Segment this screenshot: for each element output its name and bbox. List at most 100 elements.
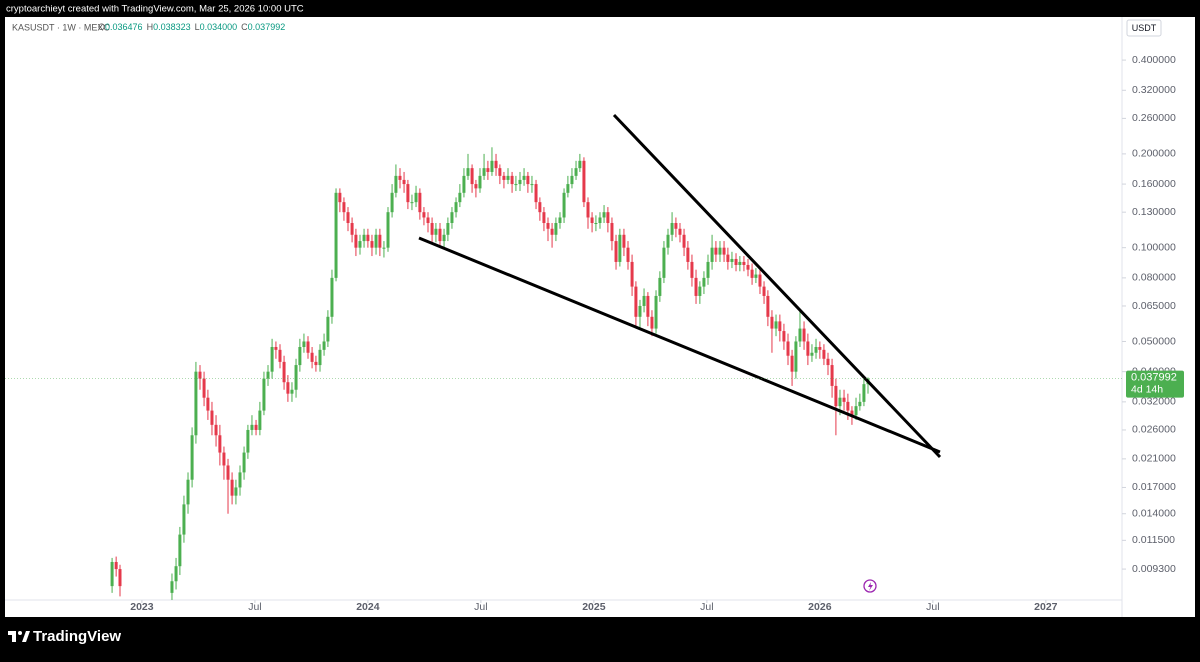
candle-body [206, 397, 210, 411]
candle-body [230, 479, 234, 496]
candle-body [738, 261, 742, 265]
candle-body [346, 212, 350, 224]
candle-body [418, 192, 422, 213]
candle-body [366, 234, 370, 242]
candle-body [490, 160, 494, 172]
candle-body [618, 234, 622, 262]
upper-trendline [612, 113, 942, 459]
y-tick-label: 0.320000 [1132, 84, 1176, 96]
candle-body [430, 223, 434, 235]
candle-body [578, 160, 582, 169]
candle-body [686, 247, 690, 262]
candle-body [238, 472, 242, 488]
candle-body [622, 234, 626, 248]
candle-body [782, 331, 786, 342]
candle-body [558, 217, 562, 224]
candle-body [358, 241, 362, 248]
candle-body [862, 384, 866, 402]
panel [5, 17, 1195, 617]
candle-body [386, 212, 390, 248]
y-tick-label: 0.130000 [1132, 206, 1176, 218]
ohlc-value: 0.037992 [248, 22, 286, 32]
candle-body [614, 241, 618, 262]
candle-body [390, 192, 394, 213]
candle-body [310, 352, 314, 362]
candle-body [474, 184, 478, 189]
candle-body [530, 184, 534, 186]
candle-body [854, 406, 858, 416]
candle-body [850, 410, 854, 416]
candle-body [178, 534, 182, 567]
x-tick-label: 2027 [1034, 601, 1058, 613]
candle-body [482, 168, 486, 176]
y-tick-label: 0.009300 [1132, 563, 1176, 575]
candle-body [550, 228, 554, 235]
candle-body [350, 223, 354, 235]
lower-trendline [418, 236, 941, 454]
candle-body [582, 160, 586, 203]
candle-body [318, 349, 322, 366]
candle-body [602, 212, 606, 218]
candle-body [370, 241, 374, 248]
candle-body [642, 295, 646, 306]
candle-body [314, 361, 318, 366]
candle-body [802, 328, 806, 342]
candle-body [822, 349, 826, 359]
candle-body [766, 295, 770, 317]
candle-body [554, 223, 558, 235]
candle-body [494, 160, 498, 169]
plot-area [110, 147, 870, 600]
candle-body [170, 581, 174, 593]
candle-body [438, 228, 442, 242]
candle-body [222, 452, 226, 466]
candle-body [118, 569, 122, 587]
logo [8, 631, 30, 642]
event-icon[interactable] [863, 579, 877, 593]
candle-body [606, 212, 610, 224]
candle-body [446, 223, 450, 235]
candle-body [286, 382, 290, 394]
y-tick-label: 0.014000 [1132, 508, 1176, 520]
candle-body [626, 247, 630, 262]
candle-body [634, 286, 638, 317]
candle-body [278, 349, 282, 362]
last-price-tag [1126, 370, 1184, 398]
candle-body [786, 341, 790, 356]
candle-body [586, 202, 590, 218]
candle-body [458, 192, 462, 203]
candle-body [814, 346, 818, 353]
candle-body [214, 424, 218, 436]
candle-body [334, 192, 338, 278]
candle-body [354, 234, 358, 248]
candle-body [258, 410, 262, 430]
candle-body [510, 175, 514, 185]
candle-body [534, 184, 538, 203]
candle-body [434, 228, 438, 235]
candle-body [210, 410, 214, 425]
y-tick-label: 0.400000 [1132, 54, 1176, 66]
candle-body [202, 378, 206, 398]
candle-body [594, 223, 598, 225]
candle-body [746, 264, 750, 270]
candle-body [566, 184, 570, 193]
candle-body [846, 401, 850, 411]
candle-body [610, 223, 614, 242]
y-tick-label: 0.100000 [1132, 241, 1176, 253]
candle-body [818, 346, 822, 350]
candle-body [190, 435, 194, 480]
ohlc-key: H [147, 22, 154, 32]
candle-body [742, 261, 746, 265]
y-tick-label: 0.080000 [1132, 272, 1176, 284]
candle-body [274, 346, 278, 350]
candle-body [654, 295, 658, 329]
candle-body [638, 305, 642, 317]
y-tick-label: 0.260000 [1132, 112, 1176, 124]
candle-body [454, 202, 458, 213]
currency-box[interactable] [1126, 19, 1162, 37]
candle-body [378, 234, 382, 248]
candle-body [426, 217, 430, 224]
candle-body [790, 355, 794, 372]
candle-body [774, 321, 778, 329]
candle-body [690, 261, 694, 278]
